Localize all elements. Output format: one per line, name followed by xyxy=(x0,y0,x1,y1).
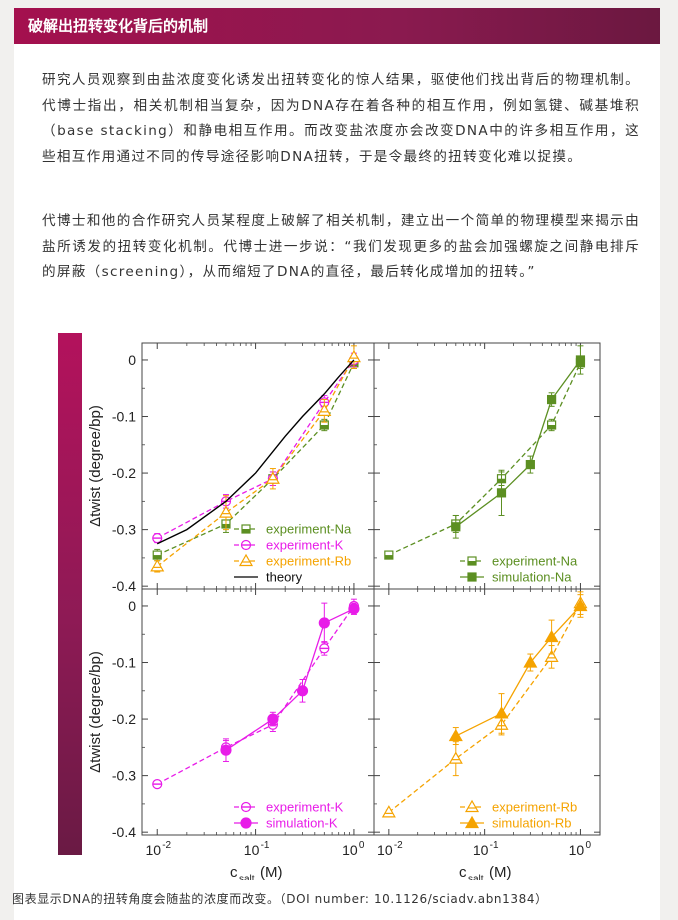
data-point xyxy=(467,572,477,582)
x-tick-exponent: -2 xyxy=(162,840,171,851)
data-point xyxy=(451,522,461,532)
data-point xyxy=(220,744,232,756)
x-axis-label-sub: salt xyxy=(239,874,255,880)
data-point xyxy=(464,799,480,813)
legend-label-simulation-K: simulation-K xyxy=(266,816,338,831)
data-point xyxy=(346,349,361,363)
paragraph-1: 研究人员观察到由盐浓度变化诱发出扭转变化的惊人结果，驱使他们找出背后的物理机制。… xyxy=(42,72,640,165)
data-point xyxy=(265,471,280,484)
y-tick-label: 0 xyxy=(128,352,136,368)
x-tick-label: 10 xyxy=(569,842,585,858)
legend-label-experiment-K: experiment-K xyxy=(266,800,344,815)
y-tick-label: -0.4 xyxy=(112,824,136,840)
data-point xyxy=(150,559,165,572)
data-point xyxy=(494,706,509,719)
legend-label-experiment-Na: experiment-Na xyxy=(266,522,352,537)
y-tick-label: 0 xyxy=(128,598,136,614)
paragraph-2: 代博士和他的合作研究人员某程度上破解了相关机制，建立出一个简单的物理模型来揭示由… xyxy=(42,213,640,280)
data-point xyxy=(547,394,557,405)
twist-vs-salt-figure: experiment-Naexperiment-Kexperiment-Rbth… xyxy=(87,342,601,880)
x-tick-exponent: 0 xyxy=(585,840,591,851)
series-line-theory xyxy=(156,359,355,545)
y-tick-label: -0.1 xyxy=(112,409,136,425)
series-line-simulation-K xyxy=(225,608,355,751)
data-point-half xyxy=(320,425,329,429)
x-tick-exponent: -1 xyxy=(490,840,499,851)
data-point xyxy=(525,459,535,470)
series-line-simulation-Rb xyxy=(455,605,581,737)
panel-frame xyxy=(373,588,601,836)
x-tick-exponent: -2 xyxy=(394,840,403,851)
series-group xyxy=(381,591,588,818)
y-axis-label: Δtwist (degree/bp) xyxy=(87,651,104,773)
figure-caption: 图表显示DNA的扭转角度会随盐的浓度而改变。（DOI number: 10.11… xyxy=(12,892,548,906)
x-tick-label: 10 xyxy=(473,842,489,858)
data-point xyxy=(575,355,586,365)
legend-label-experiment-Rb: experiment-Rb xyxy=(266,554,351,569)
data-point xyxy=(448,728,463,742)
data-point xyxy=(496,488,507,498)
x-axis-label-unit: (M) xyxy=(489,864,512,880)
series-line-experiment-Rb xyxy=(388,602,582,813)
x-tick-label: 10 xyxy=(342,842,358,858)
x-axis-label-sub: salt xyxy=(468,874,484,880)
y-tick-label: -0.3 xyxy=(112,522,136,538)
x-tick-exponent: 0 xyxy=(359,840,365,851)
x-axis-label: c xyxy=(459,864,467,880)
series-line-simulation-Na xyxy=(455,359,581,528)
section-title: 破解出扭转变化背后的机制 xyxy=(14,8,660,44)
legend-label-simulation-Na: simulation-Na xyxy=(492,570,572,585)
data-point xyxy=(238,553,254,567)
y-tick-label: -0.4 xyxy=(112,578,136,594)
data-point xyxy=(318,617,330,629)
x-tick-exponent: -1 xyxy=(261,840,270,851)
y-tick-label: -0.3 xyxy=(112,768,136,784)
y-tick-label: -0.1 xyxy=(112,655,136,671)
data-point xyxy=(448,751,463,764)
data-point xyxy=(523,655,538,668)
series-group xyxy=(152,598,360,790)
legend-label-theory: theory xyxy=(266,570,303,585)
legend-label-simulation-Rb: simulation-Rb xyxy=(492,816,571,831)
panel-top-left: experiment-Naexperiment-Kexperiment-Rbth… xyxy=(141,342,375,590)
y-tick-label: -0.2 xyxy=(112,711,136,727)
data-point xyxy=(573,598,588,612)
y-axis-label: Δtwist (degree/bp) xyxy=(87,405,104,527)
x-axis-label-unit: (M) xyxy=(260,864,283,880)
series-group xyxy=(384,345,586,560)
article-card xyxy=(14,8,660,920)
x-tick-label: 10 xyxy=(377,842,393,858)
y-tick-label: -0.2 xyxy=(112,465,136,481)
data-point-half xyxy=(242,529,250,533)
data-point-half xyxy=(384,555,393,560)
series-line-experiment-K xyxy=(156,359,355,539)
figure-accent-bar xyxy=(58,333,82,855)
data-point-half xyxy=(468,561,476,565)
data-point xyxy=(267,713,279,725)
legend-label-experiment-K: experiment-K xyxy=(266,538,344,553)
data-point xyxy=(240,817,252,829)
x-tick-label: 10 xyxy=(244,842,260,858)
legend-label-experiment-Rb: experiment-Rb xyxy=(492,800,577,815)
data-point xyxy=(381,805,396,818)
data-point-half xyxy=(153,555,162,560)
data-point xyxy=(464,815,480,829)
data-point xyxy=(544,649,559,662)
series-group xyxy=(150,345,361,573)
data-point xyxy=(348,603,360,615)
panel-frame xyxy=(141,588,375,836)
x-tick-label: 10 xyxy=(145,842,161,858)
legend-label-experiment-Na: experiment-Na xyxy=(492,554,578,569)
series-line-experiment-Na xyxy=(388,362,582,556)
data-point xyxy=(317,403,332,416)
data-point xyxy=(544,629,559,643)
data-point xyxy=(218,505,234,518)
data-point xyxy=(296,685,309,697)
x-axis-label: c xyxy=(230,864,238,880)
data-point-half xyxy=(547,425,556,429)
